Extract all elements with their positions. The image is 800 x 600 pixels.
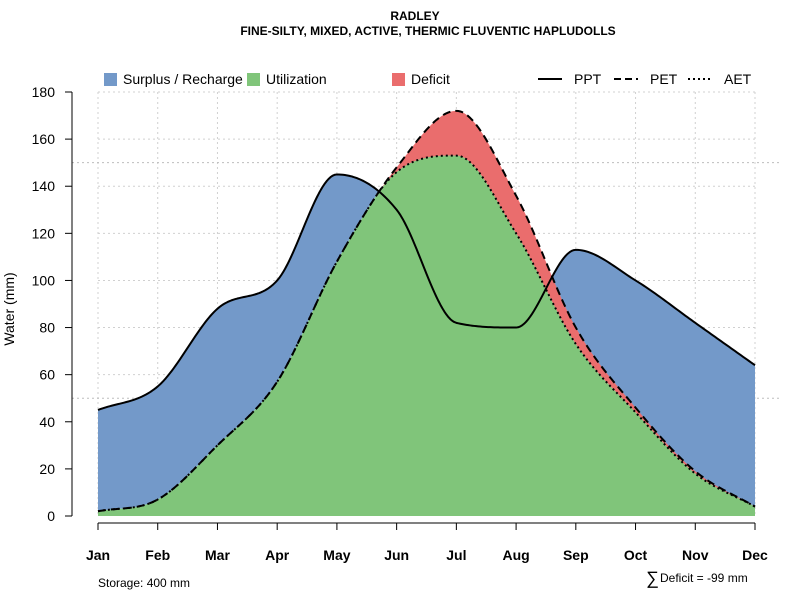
legend-swatch-utilization <box>247 73 260 86</box>
x-tick-label-may: May <box>323 547 350 563</box>
legend-label-pet: PET <box>650 71 678 87</box>
y-tick-label: 120 <box>32 225 56 241</box>
x-tick-label-sep: Sep <box>563 547 589 563</box>
line-aet <box>97 154 756 513</box>
legend-label-ppt: PPT <box>574 71 602 87</box>
axes: 0 20 40 60 80 100 120 140 160 180 Jan Feb Mar Apr May J… <box>32 84 768 563</box>
series-lines <box>97 109 756 513</box>
legend-swatch-surplus-recharge <box>104 73 117 86</box>
line-pet <box>97 109 756 513</box>
sum-symbol: ∑ <box>646 568 659 588</box>
water-balance-areas <box>98 110 755 516</box>
x-tick-label-jul: Jul <box>446 547 466 563</box>
x-tick-label-mar: Mar <box>205 547 230 563</box>
chart-subtitle: FINE-SILTY, MIXED, ACTIVE, THERMIC FLUVE… <box>240 24 615 38</box>
y-tick-label: 100 <box>32 272 56 288</box>
x-tick-label-nov: Nov <box>682 547 709 563</box>
legend-label-utilization: Utilization <box>266 71 327 87</box>
y-tick-label: 40 <box>39 414 55 430</box>
x-tick-label-apr: Apr <box>265 547 290 563</box>
x-tick-label-jan: Jan <box>86 547 110 563</box>
x-tick-label-feb: Feb <box>145 547 170 563</box>
y-tick-label: 80 <box>39 320 55 336</box>
deficit-annotation: Deficit = -99 mm <box>660 571 748 585</box>
y-tick-label: 60 <box>39 367 55 383</box>
x-tick-label-aug: Aug <box>502 547 529 563</box>
x-tick-label-oct: Oct <box>624 547 648 563</box>
y-tick-label: 180 <box>32 84 56 100</box>
y-tick-label: 160 <box>32 131 56 147</box>
legend-label-surplus-recharge: Surplus / Recharge <box>123 71 243 87</box>
y-tick-label: 0 <box>47 508 55 524</box>
legend-swatch-deficit <box>392 73 405 86</box>
y-tick-label: 140 <box>32 178 56 194</box>
y-axis-label: Water (mm) <box>1 272 17 345</box>
storage-annotation: Storage: 400 mm <box>98 576 190 590</box>
line-ppt <box>97 173 756 411</box>
x-tick-label-dec: Dec <box>742 547 768 563</box>
utilization-area <box>98 155 755 516</box>
chart-title: RADLEY <box>390 9 439 23</box>
legend-label-aet: AET <box>724 71 752 87</box>
x-tick-label-jun: Jun <box>384 547 409 563</box>
legend: Surplus / Recharge Utilization Deficit PPT P… <box>104 71 752 87</box>
y-tick-label: 20 <box>39 461 55 477</box>
legend-label-deficit: Deficit <box>411 71 450 87</box>
